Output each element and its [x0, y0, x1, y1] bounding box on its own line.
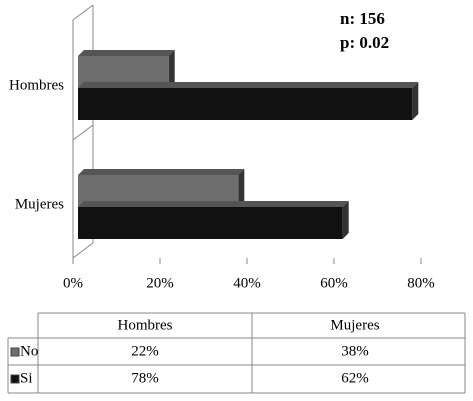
x-tick-label: 40% — [233, 275, 261, 291]
bar-side — [168, 50, 175, 88]
legend-swatch — [10, 374, 20, 384]
bar — [78, 88, 413, 120]
y-tick-label: Mujeres — [15, 196, 64, 212]
annotation: p: 0.02 — [340, 33, 389, 52]
legend-swatch — [10, 347, 20, 357]
legend-label: Si — [20, 370, 33, 386]
bar-side — [342, 201, 349, 239]
axis-mid — [72, 124, 94, 141]
x-tick-label: 0% — [63, 275, 83, 291]
bar-top — [78, 50, 175, 56]
table-cell: 78% — [131, 370, 159, 386]
bar — [78, 207, 343, 239]
bar-top — [78, 201, 349, 207]
x-tick-label: 60% — [320, 275, 348, 291]
axis-top — [72, 4, 94, 21]
table-header: Mujeres — [330, 317, 379, 333]
legend-label: No — [20, 343, 38, 359]
x-tick-label: 80% — [407, 275, 435, 291]
table-cell: 62% — [341, 370, 369, 386]
bar-side — [412, 82, 419, 120]
y-tick-label: Hombres — [9, 77, 64, 93]
annotation: n: 156 — [340, 9, 385, 28]
table-header: Hombres — [118, 317, 173, 333]
bar-side — [238, 169, 245, 207]
x-tick-label: 20% — [146, 275, 174, 291]
bar-top — [78, 169, 245, 175]
table-cell: 38% — [341, 343, 369, 359]
bar-top — [78, 82, 419, 88]
table-cell: 22% — [131, 343, 159, 359]
axis-bottom — [72, 242, 94, 259]
